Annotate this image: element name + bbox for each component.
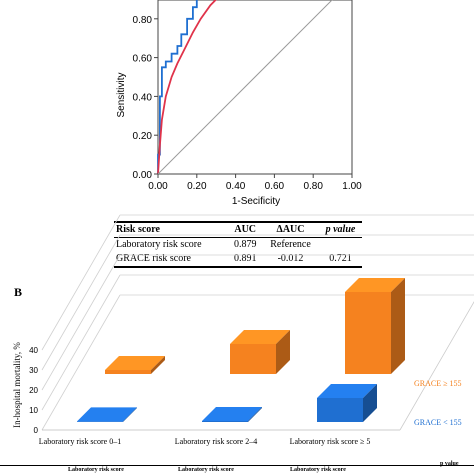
roc-series-line-0	[157, 0, 198, 174]
bar-side-face	[391, 278, 405, 374]
roc-y-tick-label: 0.40	[133, 92, 153, 103]
bar-floor-right	[399, 301, 474, 431]
bar-1-1	[230, 330, 290, 374]
bar-front-face	[345, 292, 391, 374]
bar-grid-side	[41, 254, 121, 391]
bottom-col-3: Laboratory risk score	[290, 467, 346, 473]
roc-tick-labels: 0.00 0.20 0.40 0.60 0.80 1.00 0.00 0.20 0.40 0.60…	[133, 15, 363, 192]
bottom-p-value: p value	[440, 461, 459, 467]
bar-front-face	[230, 344, 276, 374]
roc-y-tick-label: 0.20	[133, 131, 153, 142]
roc-x-tick-label: 0.60	[265, 181, 285, 192]
roc-x-tick-label: 1.00	[342, 181, 362, 192]
delta-auc-value: -0.012	[277, 253, 304, 264]
panel-b-label: B	[14, 285, 23, 299]
roc-x-tick-label: 0.20	[187, 181, 207, 192]
bar-front-face	[202, 421, 248, 422]
bottom-col-1: Laboratory risk score	[68, 467, 124, 473]
bar-1-0	[105, 356, 165, 374]
bar-front-face	[105, 370, 151, 374]
bar-chart-bars	[77, 278, 405, 422]
auc-value: 0.879	[233, 239, 257, 250]
roc-y-axis-label: Sensitivity	[116, 72, 127, 117]
header-delta-auc: ΔAUC	[276, 224, 305, 235]
bar-grid-side	[41, 234, 121, 371]
bar-chart-labels: 0 10 20 30 40 Laboratory risk score 0–1 Labora…	[29, 346, 462, 446]
bar-0-2	[317, 384, 377, 422]
row-label: Laboratory risk score	[116, 239, 202, 250]
delta-auc-value: Reference	[270, 239, 311, 250]
roc-y-tick-label: 0.00	[133, 170, 153, 181]
bar-top-face	[202, 407, 262, 421]
roc-x-tick-label: 0.80	[303, 181, 323, 192]
header-p-value: p value	[325, 224, 356, 235]
bar-y-tick-label: 40	[29, 346, 38, 355]
auc-table: Risk score AUC ΔAUC p value Laboratory r…	[114, 221, 362, 268]
bar-top-face	[77, 407, 137, 422]
bar-series-label: GRACE ≥ 155	[414, 379, 462, 388]
row-label: GRACE risk score	[116, 253, 191, 264]
roc-series-group	[157, 0, 333, 175]
roc-x-tick-label: 0.00	[148, 181, 168, 192]
bar-grid-side	[41, 214, 121, 351]
bar-side-face	[248, 407, 262, 422]
bar-grid-side	[41, 274, 121, 411]
bar-y-tick-label: 10	[29, 406, 38, 415]
bottom-table-header: Laboratory risk score Laboratory risk sc…	[0, 461, 474, 475]
roc-x-axis-label: 1-Secificity	[232, 196, 280, 207]
roc-chart: 0.00 0.20 0.40 0.60 0.80 1.00 0.00 0.20 0.40 0.60…	[116, 0, 363, 207]
bar-top-face	[345, 278, 405, 292]
p-value: 0.721	[329, 253, 352, 264]
bar-1-2	[345, 278, 405, 374]
roc-y-tick-label: 0.80	[133, 15, 153, 26]
bar-category-label: Laboratory risk score 0–1	[39, 437, 121, 446]
roc-axes	[157, 0, 353, 175]
auc-value: 0.891	[233, 253, 257, 264]
table-row: Laboratory risk score 0.879 Reference	[114, 238, 362, 253]
bar-y-axis-label: In-hospital mortality, %	[12, 342, 22, 428]
roc-series-line-2	[157, 0, 333, 175]
bar-side-face	[151, 356, 165, 374]
bar-side-face	[363, 384, 377, 422]
bar-0-0	[77, 407, 137, 422]
auc-table-header: Risk score AUC ΔAUC p value	[114, 222, 362, 238]
bar-grid-side	[41, 294, 121, 431]
bar-category-label: Laboratory risk score 2–4	[175, 437, 257, 446]
bar-category-label: Laboratory risk score ≥ 5	[290, 437, 371, 446]
bar-side-face	[276, 330, 290, 374]
bar-top-face	[317, 384, 377, 398]
roc-series-line-1	[157, 0, 217, 175]
bar-top-face	[105, 356, 165, 370]
roc-y-tick-label: 0.60	[133, 54, 153, 65]
bar-side-face	[123, 407, 137, 422]
bar-front-face	[77, 421, 123, 422]
roc-x-tick-label: 0.40	[226, 181, 246, 192]
bar-y-tick-label: 20	[29, 386, 38, 395]
bottom-col-2: Laboratory risk score	[178, 467, 234, 473]
header-risk-score: Risk score	[116, 224, 160, 235]
header-auc: AUC	[234, 224, 257, 235]
bar-y-tick-label: 30	[29, 366, 38, 375]
bar-series-label: GRACE < 155	[414, 418, 462, 427]
table-row: GRACE risk score 0.891 -0.012 0.721	[114, 252, 362, 267]
bar-0-1	[202, 407, 262, 422]
roc-plot-frame	[157, 0, 353, 175]
bar-front-face	[317, 398, 363, 422]
p-value	[319, 238, 362, 253]
bar-top-face	[230, 330, 290, 344]
bar-y-tick-label: 0	[34, 426, 39, 435]
